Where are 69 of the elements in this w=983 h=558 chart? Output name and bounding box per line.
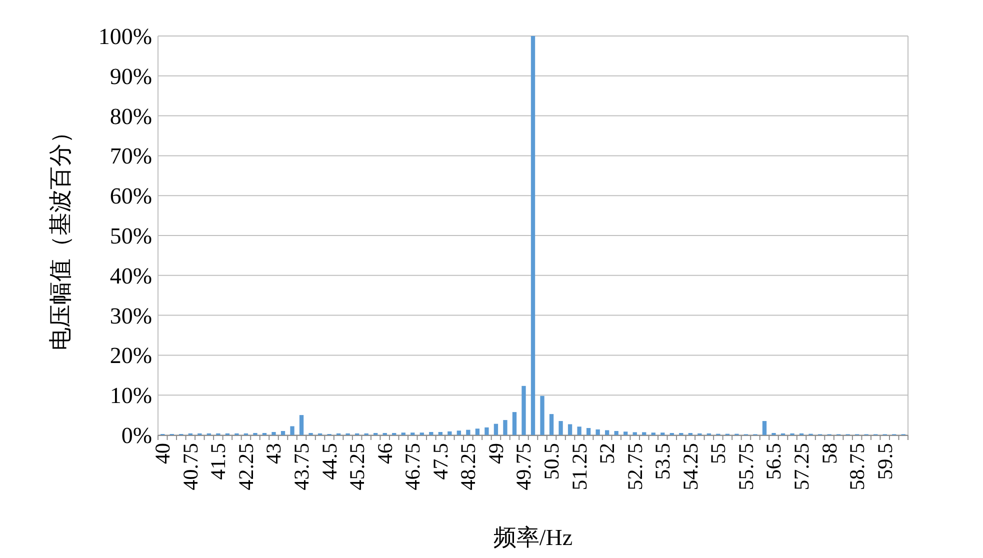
bar (549, 414, 554, 435)
bar (568, 424, 572, 435)
y-tick-label: 60% (110, 184, 152, 209)
bar (456, 430, 462, 435)
x-tick-label: 57.25 (790, 443, 814, 490)
x-tick-label: 46.75 (400, 443, 425, 490)
y-tick-label: 30% (110, 303, 152, 328)
bar (596, 429, 600, 435)
x-tick-label: 44.5 (317, 443, 342, 480)
bar (438, 432, 442, 435)
x-tick-label: 43 (262, 443, 286, 464)
x-tick-label: 42.25 (234, 443, 258, 490)
x-tick-label: 45.25 (345, 443, 370, 490)
x-tick-label: 55 (706, 443, 730, 464)
x-tick-label: 40.75 (178, 443, 202, 490)
bar (280, 431, 286, 435)
y-tick-label: 40% (110, 263, 152, 288)
bar (448, 431, 452, 435)
x-tick-label: 40 (150, 443, 175, 464)
x-tick-label: 46 (372, 443, 397, 464)
bar (290, 426, 294, 435)
bar (512, 412, 517, 435)
bar (475, 428, 480, 435)
bar (484, 427, 489, 435)
x-axis-title: 频率/Hz (493, 525, 573, 550)
x-tick-label: 59.5 (872, 443, 897, 480)
x-tick-label: 49 (484, 443, 508, 464)
x-tick-label: 49.75 (512, 443, 536, 490)
y-tick-label: 20% (110, 343, 152, 368)
bar (540, 396, 544, 435)
x-tick-label: 52.75 (622, 443, 647, 490)
bar (762, 421, 767, 435)
bar (632, 432, 637, 435)
bar (586, 428, 591, 435)
y-tick-label: 70% (110, 144, 152, 169)
y-tick-label: 10% (110, 383, 152, 408)
bar (494, 424, 498, 435)
bar (604, 430, 610, 435)
x-tick-label: 41.5 (206, 443, 230, 480)
x-tick-label: 58 (817, 443, 842, 464)
x-tick-label: 58.75 (845, 443, 870, 490)
bar (624, 432, 628, 435)
x-tick-label: 43.75 (290, 443, 314, 490)
x-tick-label: 56.5 (762, 443, 786, 480)
x-tick-label: 51.25 (567, 443, 592, 490)
y-tick-label: 80% (110, 104, 152, 129)
bar (503, 420, 508, 435)
bar (429, 432, 434, 435)
x-tick-label: 52 (595, 443, 620, 464)
x-tick-label: 54.25 (678, 443, 702, 490)
y-tick-label: 0% (121, 423, 152, 448)
x-tick-label: 53.5 (650, 443, 675, 480)
x-tick-label: 50.5 (540, 443, 564, 480)
x-tick-label: 48.25 (456, 443, 480, 490)
y-tick-label: 90% (110, 64, 152, 89)
bar (522, 386, 526, 435)
bar (272, 432, 276, 435)
bar (530, 36, 536, 435)
y-tick-label: 100% (98, 24, 152, 49)
y-tick-label: 50% (110, 224, 152, 248)
x-tick-label: 55.75 (734, 443, 758, 490)
bar (577, 426, 582, 435)
bar (642, 432, 646, 435)
bar (614, 431, 618, 435)
bar (558, 421, 563, 435)
bar (299, 415, 304, 435)
bar (466, 430, 470, 435)
x-tick-label: 47.5 (428, 443, 452, 480)
y-axis-title: 电压幅值（基波百分） (48, 120, 73, 350)
